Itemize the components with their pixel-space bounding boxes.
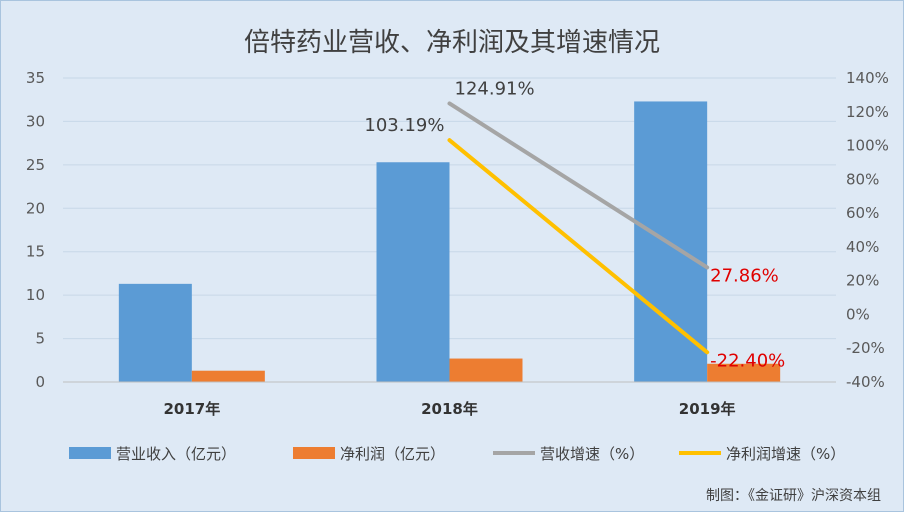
legend-label: 营收增速（%） (540, 445, 644, 463)
bar-revenue (634, 101, 708, 383)
source-note: 制图：《金证研》沪深资本组 (706, 488, 881, 504)
right-axis-tick-label: 80% (846, 170, 879, 188)
right-axis-tick-label: 60% (846, 204, 879, 222)
left-axis-tick-label: 15 (26, 243, 45, 261)
right-axis-tick-label: -20% (846, 339, 885, 357)
left-axis-tick-label: 25 (26, 156, 45, 174)
left-axis-tick-label: 20 (26, 199, 45, 217)
legend-swatch (293, 447, 335, 459)
legend-label: 净利润（亿元） (340, 445, 445, 463)
bar-revenue (376, 162, 450, 382)
legend-swatch (69, 447, 111, 459)
x-axis-category-label: 2018年 (421, 400, 478, 418)
left-axis-tick-label: 0 (35, 373, 45, 391)
right-axis-tick-label: -40% (846, 373, 885, 391)
left-axis-tick-label: 10 (26, 286, 45, 304)
right-axis-tick-label: 100% (846, 137, 889, 155)
chart-title: 倍特药业营收、净利润及其增速情况 (244, 28, 660, 58)
legend-label: 净利润增速（%） (726, 445, 845, 463)
right-axis-tick-label: 40% (846, 238, 879, 256)
line-revenue-growth (447, 101, 710, 270)
x-axis-category-label: 2019年 (679, 400, 736, 418)
data-label: 124.91% (455, 78, 535, 99)
bar-net-profit (191, 370, 265, 382)
left-axis-tick-label: 35 (26, 69, 45, 87)
left-axis-tick-label: 5 (35, 330, 45, 348)
line-net-profit-growth (447, 138, 710, 355)
data-label: 27.86% (710, 265, 779, 286)
bar-revenue (118, 283, 192, 382)
right-axis-tick-label: 0% (846, 305, 870, 323)
legend-label: 营业收入（亿元） (116, 445, 236, 463)
x-axis-category-label: 2017年 (163, 400, 220, 418)
bar-net-profit (707, 363, 781, 382)
right-axis-tick-label: 20% (846, 272, 879, 290)
left-axis-tick-label: 30 (26, 112, 45, 130)
data-label: -22.40% (710, 350, 785, 371)
right-axis-tick-label: 120% (846, 103, 889, 121)
bar-net-profit (449, 358, 523, 382)
data-label: 103.19% (364, 115, 444, 136)
right-axis-tick-label: 140% (846, 69, 889, 87)
